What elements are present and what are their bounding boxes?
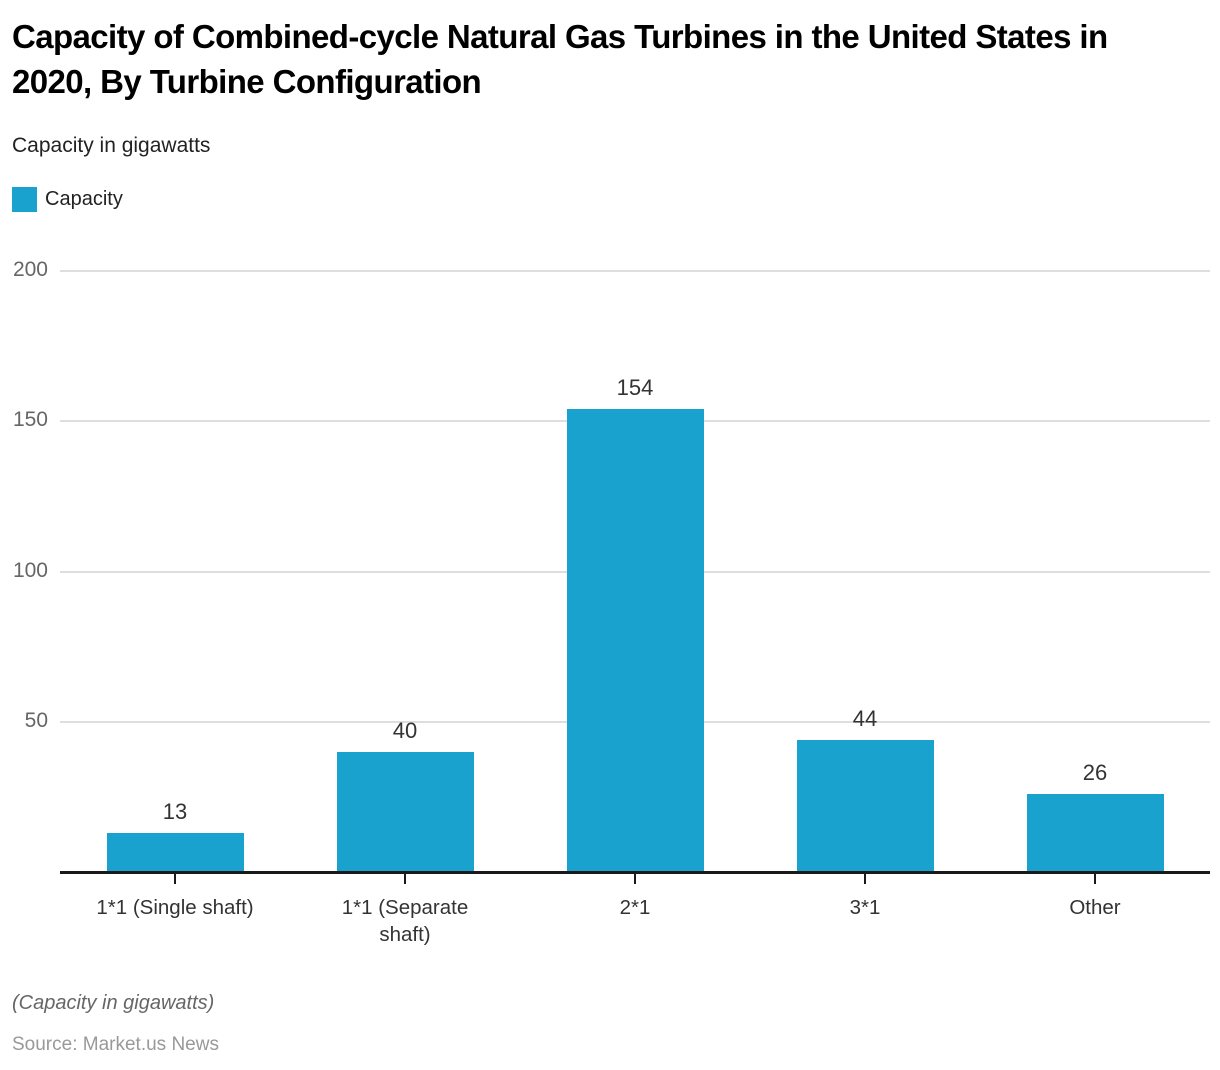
bar-value-label: 40 — [392, 717, 418, 743]
x-axis-tick — [174, 874, 176, 884]
x-axis-category-label-text: 1*1 (Separate shaft) — [341, 896, 469, 946]
chart-source: Source: Market.us News — [12, 1034, 219, 1055]
bar-value-label: 26 — [1082, 759, 1108, 785]
x-axis-category-label-text: 3*1 — [849, 896, 881, 919]
x-axis-tick — [404, 874, 406, 884]
bar-3-1[interactable] — [796, 739, 934, 872]
y-gridline — [60, 270, 1210, 272]
chart-subtitle: Capacity in gigawatts — [12, 134, 211, 157]
x-axis-tick — [634, 874, 636, 884]
x-axis-category-label-text: 2*1 — [619, 896, 651, 919]
chart-footnote: (Capacity in gigawatts) — [12, 992, 215, 1014]
x-axis-category-label: 2*1 — [520, 894, 750, 921]
x-axis-category-label-text: Other — [1069, 896, 1121, 919]
x-axis-line — [60, 871, 1210, 874]
x-axis-category-label: 3*1 — [750, 894, 980, 921]
x-axis-category-label: 1*1 (Separate shaft) — [290, 894, 520, 948]
bar-value-label: 44 — [852, 705, 878, 731]
bar-2-1[interactable] — [566, 409, 704, 872]
page-title: Capacity of Combined-cycle Natural Gas T… — [12, 18, 1108, 101]
legend-label: Capacity — [45, 188, 123, 210]
y-axis-tick-label: 150 — [12, 408, 48, 432]
bar-value-label: 13 — [162, 798, 188, 824]
bar-value-label: 154 — [616, 375, 654, 401]
legend: Capacity — [12, 187, 123, 212]
x-axis-category-label: Other — [980, 894, 1210, 921]
y-axis-tick-label: 200 — [12, 258, 48, 281]
x-axis-category-label-text: 1*1 (Single shaft) — [96, 896, 254, 919]
bar-chart: 200 150 100 50 13 1*1 (Single shaft) 40 1*1 (Se… — [0, 241, 1220, 946]
bar-1-1-separate-shaft[interactable] — [336, 751, 474, 872]
x-axis-tick — [1094, 874, 1096, 884]
legend-swatch-icon — [12, 187, 37, 212]
x-axis-tick — [864, 874, 866, 884]
bar-1-1-single-shaft[interactable] — [106, 832, 244, 872]
y-axis-tick-label: 50 — [24, 708, 48, 732]
x-axis-category-label: 1*1 (Single shaft) — [60, 894, 290, 921]
bar-other[interactable] — [1026, 793, 1164, 872]
y-axis-tick-label: 100 — [12, 558, 48, 582]
